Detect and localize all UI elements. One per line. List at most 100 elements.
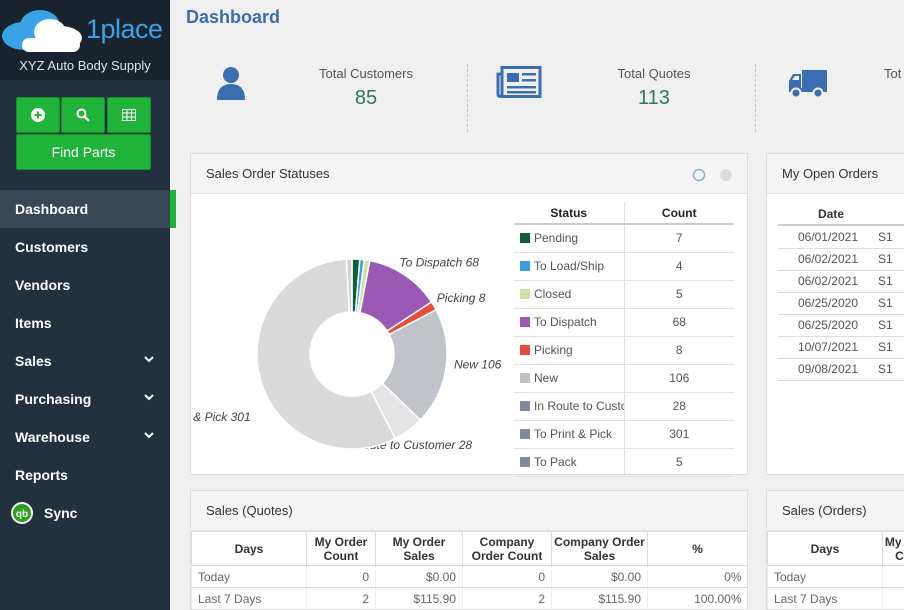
count-cell: 5 — [624, 280, 734, 309]
count-cell: 7 — [624, 224, 734, 253]
count-cell: 28 — [624, 392, 734, 421]
date-cell: 06/25/2020 — [778, 292, 868, 315]
page-title: Dashboard — [186, 7, 281, 27]
stat-divider — [467, 64, 468, 132]
panel-header: Sales (Quotes) — [191, 491, 747, 531]
table-cell: 0 — [306, 565, 376, 588]
status-label: Picking — [534, 343, 573, 357]
table-cell: Today — [767, 565, 883, 588]
collapse-icon[interactable] — [719, 168, 733, 182]
table-cell: $0.00 — [551, 565, 648, 588]
table-row[interactable]: 06/25/2020 S1 — [778, 292, 904, 315]
nav-label: Items — [15, 315, 52, 331]
status-row: New 106 — [514, 364, 734, 393]
nav-reports[interactable]: Reports — [0, 456, 170, 494]
sidebar: 1place XYZ Auto Body Supply Find Parts D… — [0, 0, 170, 610]
status-table: Status Count Pending 7 To Load/Ship 4 Closed… — [514, 202, 734, 477]
add-button[interactable] — [16, 97, 60, 133]
count-cell: 68 — [624, 308, 734, 337]
table-cell: Today — [191, 565, 307, 588]
nav-dashboard[interactable]: Dashboard — [0, 190, 170, 228]
nav-items[interactable]: Items — [0, 304, 170, 342]
status-cell: In Route to Customer — [514, 392, 625, 421]
status-cell: Pending — [514, 224, 625, 253]
status-label: Closed — [534, 287, 572, 301]
nav-purchasing[interactable]: Purchasing — [0, 380, 170, 418]
order-id-cell: S1 — [868, 358, 904, 381]
col-header: Company Order Sales — [551, 531, 648, 566]
table-cell: 0 — [462, 565, 552, 588]
status-row: To Pack 5 — [514, 448, 734, 477]
user-icon — [217, 67, 245, 100]
table-row: Last 7 Days 2 $115.90 2 $115.90 100.00% — [191, 587, 748, 610]
stat-value: 113 — [638, 87, 670, 109]
find-parts-button[interactable]: Find Parts — [16, 134, 151, 170]
table-cell — [882, 565, 904, 588]
status-label: To Pack — [534, 455, 577, 469]
table-row[interactable]: 09/08/2021 S1 — [778, 358, 904, 381]
legend-swatch — [520, 457, 530, 467]
table-icon — [122, 109, 136, 121]
slice-label: To Print & Pick 301 — [191, 410, 251, 424]
nav-sales[interactable]: Sales — [0, 342, 170, 380]
status-label: To Print & Pick — [534, 427, 613, 441]
table-cell: 2 — [306, 587, 376, 610]
legend-swatch — [520, 429, 530, 439]
status-col-header: Status — [514, 202, 625, 225]
status-label: To Load/Ship — [534, 259, 605, 273]
date-cell: 10/07/2021 — [778, 336, 868, 359]
legend-swatch — [520, 233, 530, 244]
nav-vendors[interactable]: Vendors — [0, 266, 170, 304]
legend-swatch — [520, 289, 530, 299]
donut-slice-to-print-pick[interactable] — [256, 258, 397, 450]
refresh-icon[interactable] — [692, 168, 706, 182]
status-row: Closed 5 — [514, 280, 734, 309]
status-cell: To Dispatch — [514, 308, 625, 337]
nav-customers[interactable]: Customers — [0, 228, 170, 266]
panel-header: My Open Orders — [767, 154, 904, 194]
slice-label: New 106 — [454, 358, 502, 372]
status-row: To Print & Pick 301 — [514, 420, 734, 449]
legend-swatch — [520, 261, 530, 271]
status-cell: Closed — [514, 280, 625, 309]
panel-title: Sales (Orders) — [782, 503, 867, 518]
status-row: Pending 7 — [514, 224, 734, 253]
donut-slice-to-pack[interactable] — [345, 258, 353, 313]
donut-slice-new[interactable] — [381, 308, 448, 422]
status-label: In Route to Customer — [534, 399, 623, 413]
panel-title: Sales Order Statuses — [206, 166, 330, 181]
chevron-down-icon — [144, 356, 154, 363]
status-row: Picking 8 — [514, 336, 734, 365]
nav-sync[interactable]: qb Sync — [0, 494, 170, 532]
sales-status-panel: Sales Order Statuses To Dispatch 68 Picki… — [190, 153, 748, 477]
panel-header: Sales (Orders) — [767, 491, 904, 531]
table-row[interactable]: 06/02/2021 S1 — [778, 248, 904, 271]
table-row[interactable]: 06/02/2021 S1 — [778, 270, 904, 293]
legend-swatch — [520, 317, 530, 327]
slice-label: Picking 8 — [437, 291, 486, 305]
cloud-logo-icon — [2, 10, 82, 52]
nav-label: Vendors — [15, 277, 71, 293]
table-row[interactable]: 06/25/2020 S1 — [778, 314, 904, 337]
nav-label: Sync — [44, 505, 78, 521]
truck-icon — [789, 70, 827, 99]
table-cell: 2 — [462, 587, 552, 610]
table-cell — [882, 587, 904, 610]
status-cell: To Pack — [514, 448, 625, 477]
date-cell: 06/02/2021 — [778, 248, 868, 271]
grid-button[interactable] — [107, 97, 151, 133]
date-cell: 09/08/2021 — [778, 358, 868, 381]
search-button[interactable] — [61, 97, 105, 133]
count-cell: 4 — [624, 252, 734, 281]
table-row[interactable]: 10/07/2021 S1 — [778, 336, 904, 359]
nav-warehouse[interactable]: Warehouse — [0, 418, 170, 456]
table-row: Last 7 Days — [767, 587, 904, 610]
date-cell: 06/02/2021 — [778, 270, 868, 293]
nav-label: Purchasing — [15, 391, 92, 407]
order-id-cell: S1 — [868, 226, 904, 249]
table-row[interactable]: 06/01/2021 S1 — [778, 226, 904, 249]
table-cell: $115.90 — [551, 587, 648, 610]
